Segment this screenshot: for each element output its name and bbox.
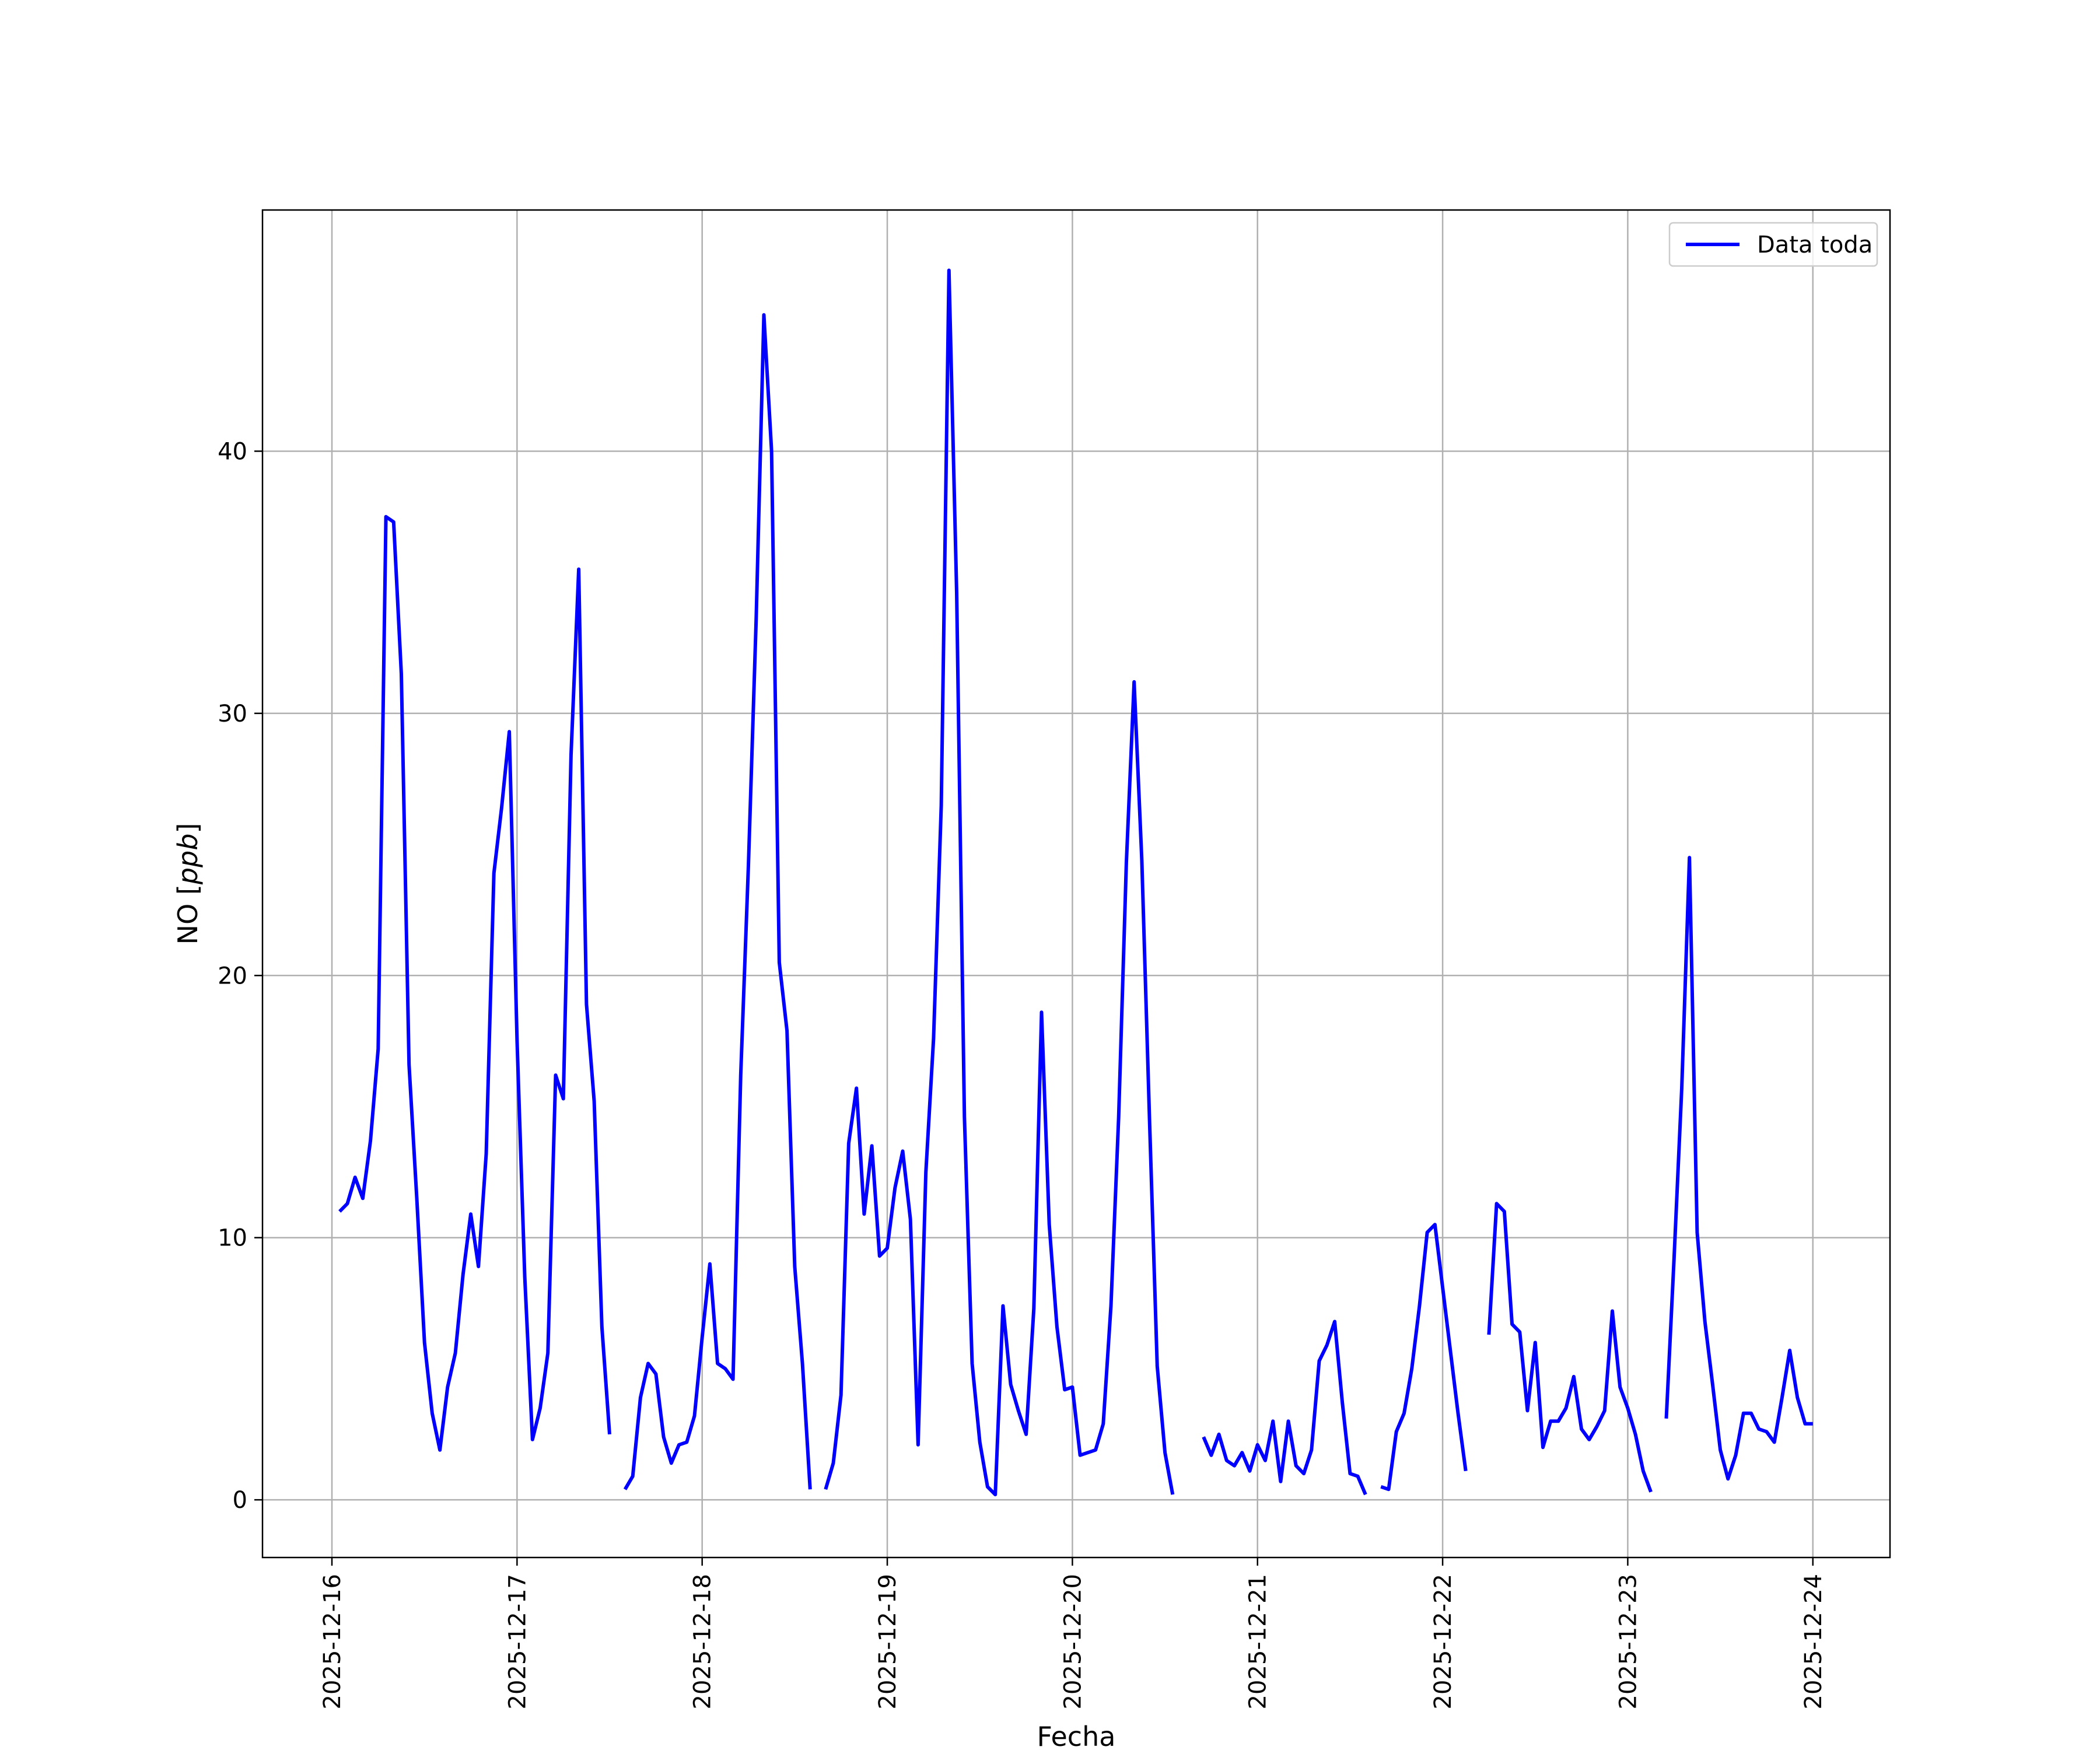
plot-frame: [261, 209, 1891, 1559]
series-line-segment: [623, 313, 812, 1490]
legend-label: Data toda: [1757, 232, 1873, 258]
series-line-segment: [1487, 1202, 1653, 1493]
y-tick-label: 40: [218, 438, 247, 465]
x-tick-label: 2025-12-22: [1430, 1574, 1457, 1709]
y-axis-label-unit: ppb: [172, 834, 204, 886]
x-tick-label: 2025-12-24: [1800, 1574, 1827, 1709]
y-tick-label: 10: [218, 1225, 247, 1252]
x-axis-label: Fecha: [1037, 1721, 1116, 1750]
y-axis-label-main: NO [: [172, 884, 204, 944]
x-tick-label: 2025-12-23: [1615, 1574, 1642, 1709]
y-tick-label: 20: [218, 963, 247, 989]
x-tick-label: 2025-12-18: [690, 1574, 716, 1709]
x-tick-label: 2025-12-21: [1245, 1574, 1272, 1709]
y-axis-label-close: ]: [172, 823, 204, 834]
legend-box: [1668, 222, 1878, 267]
series-line-segment: [1202, 1320, 1367, 1496]
x-tick-label: 2025-12-16: [319, 1574, 346, 1709]
series-line-segment: [1664, 856, 1813, 1481]
plot-area: [338, 268, 1813, 1497]
y-axis: 0 10 20 30 40: [218, 438, 262, 1514]
series-line-segment: [338, 514, 611, 1452]
legend: Data toda: [1668, 222, 1878, 267]
x-tick-label: 2025-12-17: [504, 1574, 531, 1709]
series-line-segment: [824, 268, 1175, 1497]
x-tick-label: 2025-12-20: [1059, 1574, 1086, 1709]
grid: [262, 210, 1890, 1558]
y-tick-label: 30: [218, 701, 247, 727]
series-line-segment: [1380, 1223, 1468, 1492]
x-axis: 2025-12-16 2025-12-17 2025-12-18 2025-12-19…: [319, 1558, 1827, 1709]
y-tick-label: 0: [233, 1487, 247, 1514]
y-axis-label: NO [ppb]: [172, 823, 204, 945]
x-tick-label: 2025-12-19: [874, 1574, 901, 1709]
series-layer: [338, 268, 1813, 1497]
